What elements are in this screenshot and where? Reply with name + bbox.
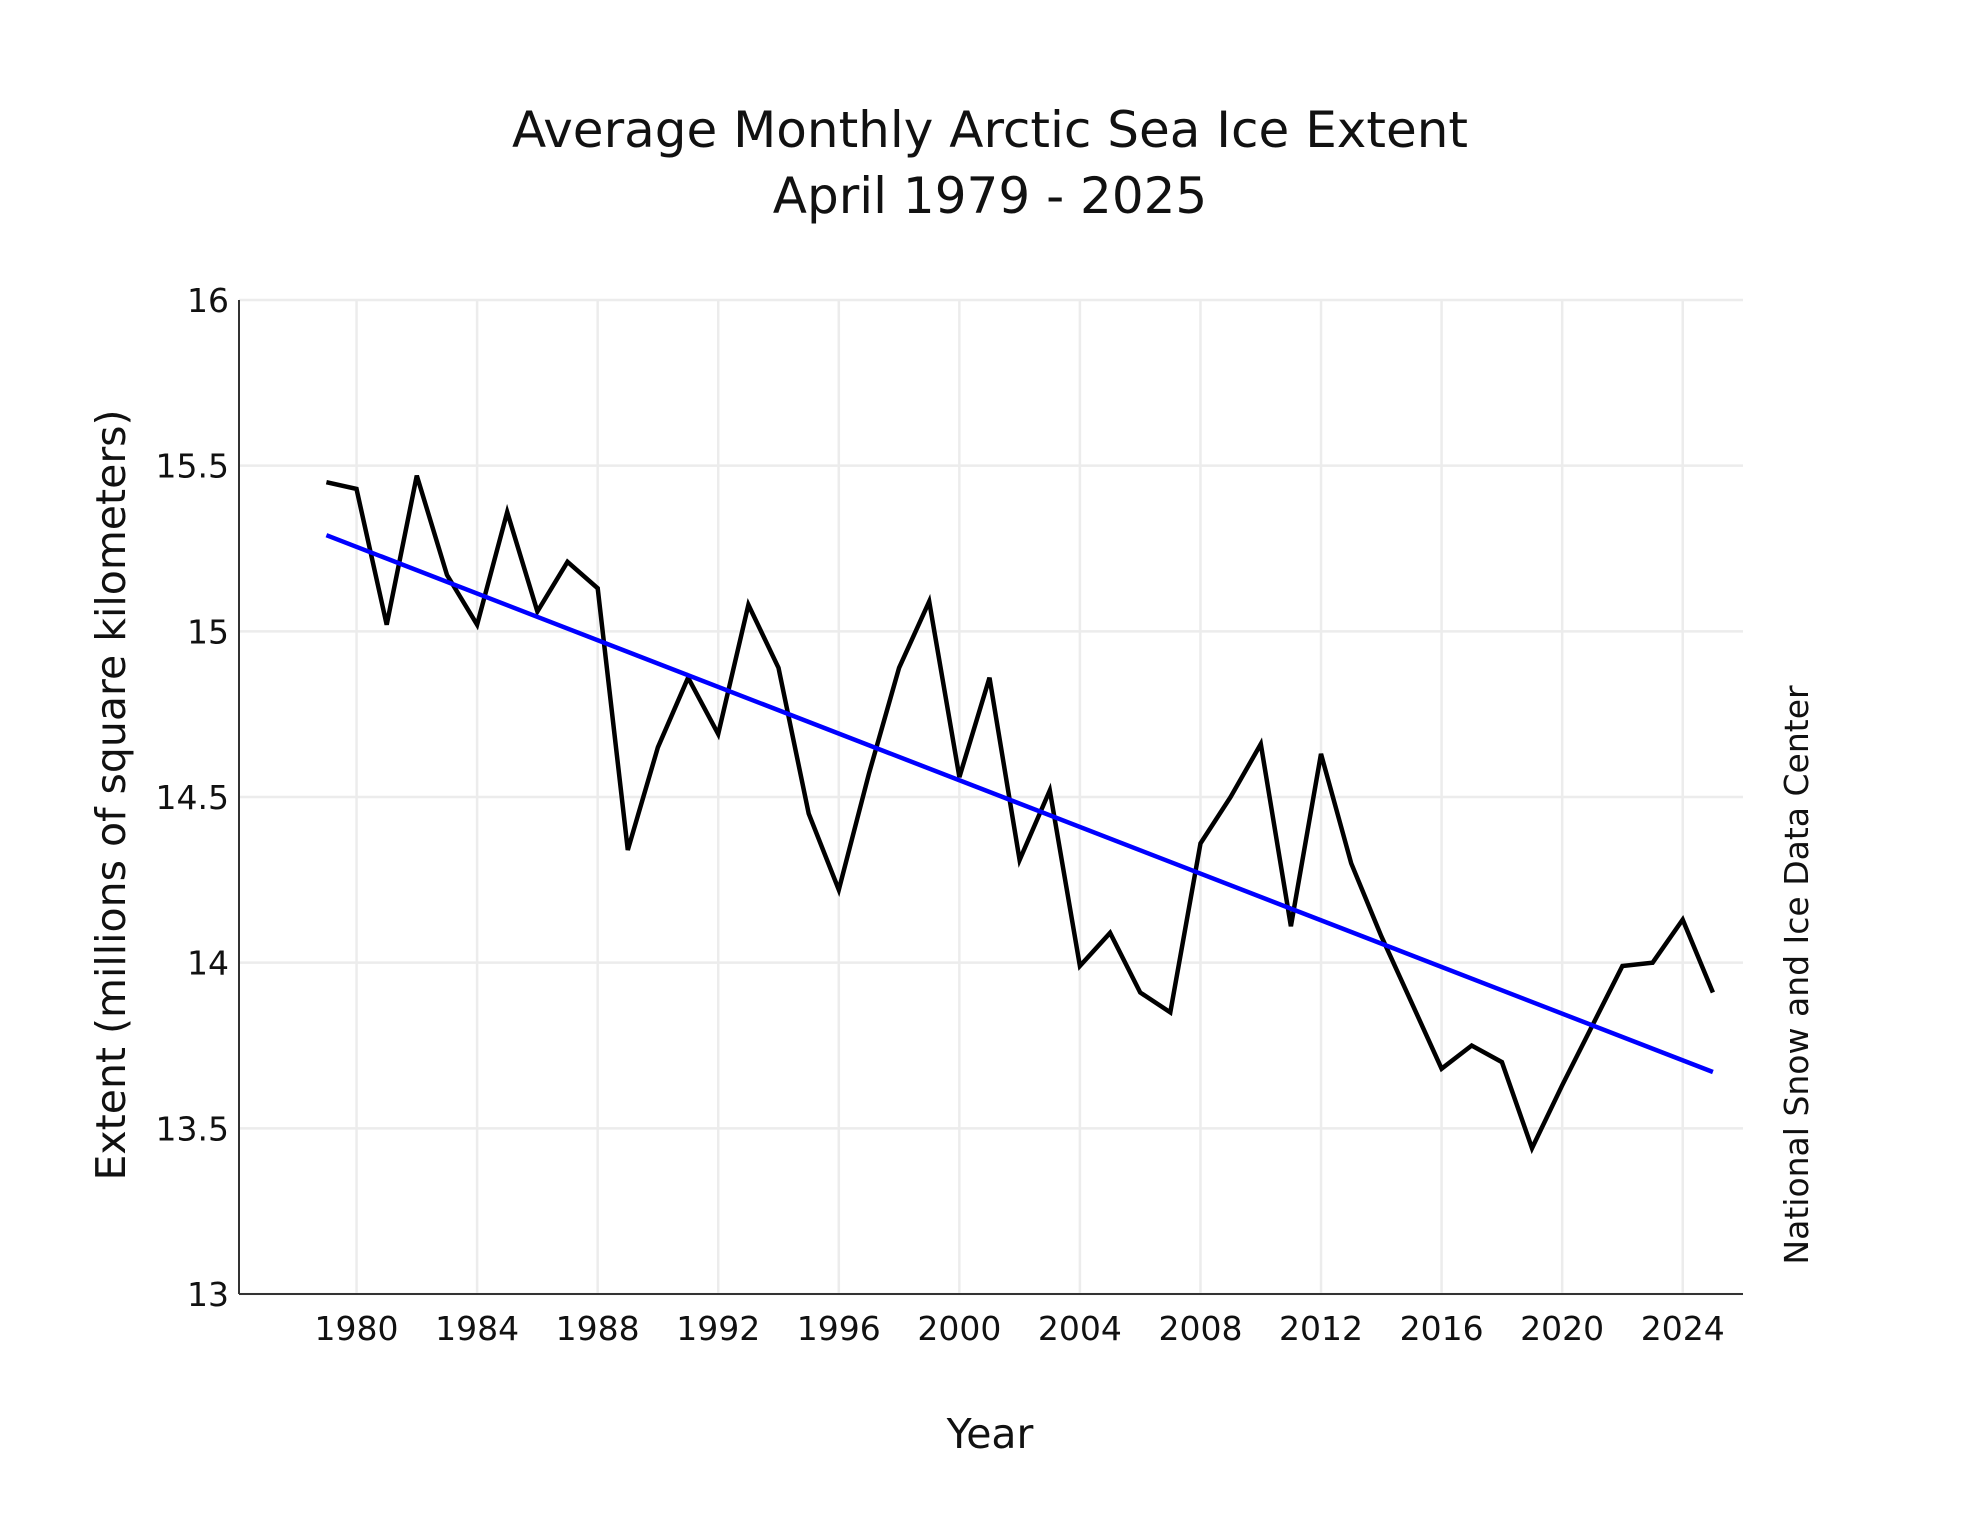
- x-tick-label: 2024: [1641, 1309, 1725, 1348]
- x-tick-label: 2008: [1158, 1309, 1242, 1348]
- series-lines: [325, 474, 1715, 1155]
- axes: [238, 300, 1743, 1295]
- y-tick-label: 14: [187, 944, 229, 983]
- source-credit: National Snow and Ice Data Center: [1777, 685, 1816, 1265]
- y-axis-title: Extent (millions of square kilometers): [87, 409, 135, 1180]
- x-tick-label: 1992: [676, 1309, 760, 1348]
- chart-title: Average Monthly Arctic Sea Ice Extent: [512, 101, 1468, 159]
- y-tick-label: 13.5: [156, 1109, 229, 1148]
- y-tick-label: 15: [187, 612, 229, 651]
- y-tick-label: 13: [187, 1275, 229, 1314]
- y-tick-label: 15.5: [156, 447, 229, 486]
- x-tick-label: 2020: [1520, 1309, 1604, 1348]
- x-tick-label: 2000: [917, 1309, 1001, 1348]
- grid-lines: [239, 298, 1743, 1296]
- x-tick-label: 1980: [315, 1309, 399, 1348]
- x-tick-label: 1984: [435, 1309, 519, 1348]
- x-axis-title: Year: [946, 1410, 1034, 1458]
- chart-subtitle: April 1979 - 2025: [773, 167, 1208, 225]
- x-tick-label: 2004: [1038, 1309, 1122, 1348]
- trend-line: [325, 533, 1714, 1075]
- x-tick-label: 2016: [1400, 1309, 1484, 1348]
- y-tick-label: 14.5: [156, 778, 229, 817]
- x-tick-label: 2012: [1279, 1309, 1363, 1348]
- x-tick-label: 1988: [556, 1309, 640, 1348]
- x-tick-labels: 1980 1984 1988 1992 1996 2000 2004 2008 2012 2016…: [315, 1309, 1725, 1348]
- y-tick-labels: 13 13.5 14 14.5 15 15.5 16: [156, 281, 229, 1314]
- extent-series-line: [325, 474, 1715, 1155]
- y-tick-label: 16: [187, 281, 229, 320]
- x-tick-label: 1996: [797, 1309, 881, 1348]
